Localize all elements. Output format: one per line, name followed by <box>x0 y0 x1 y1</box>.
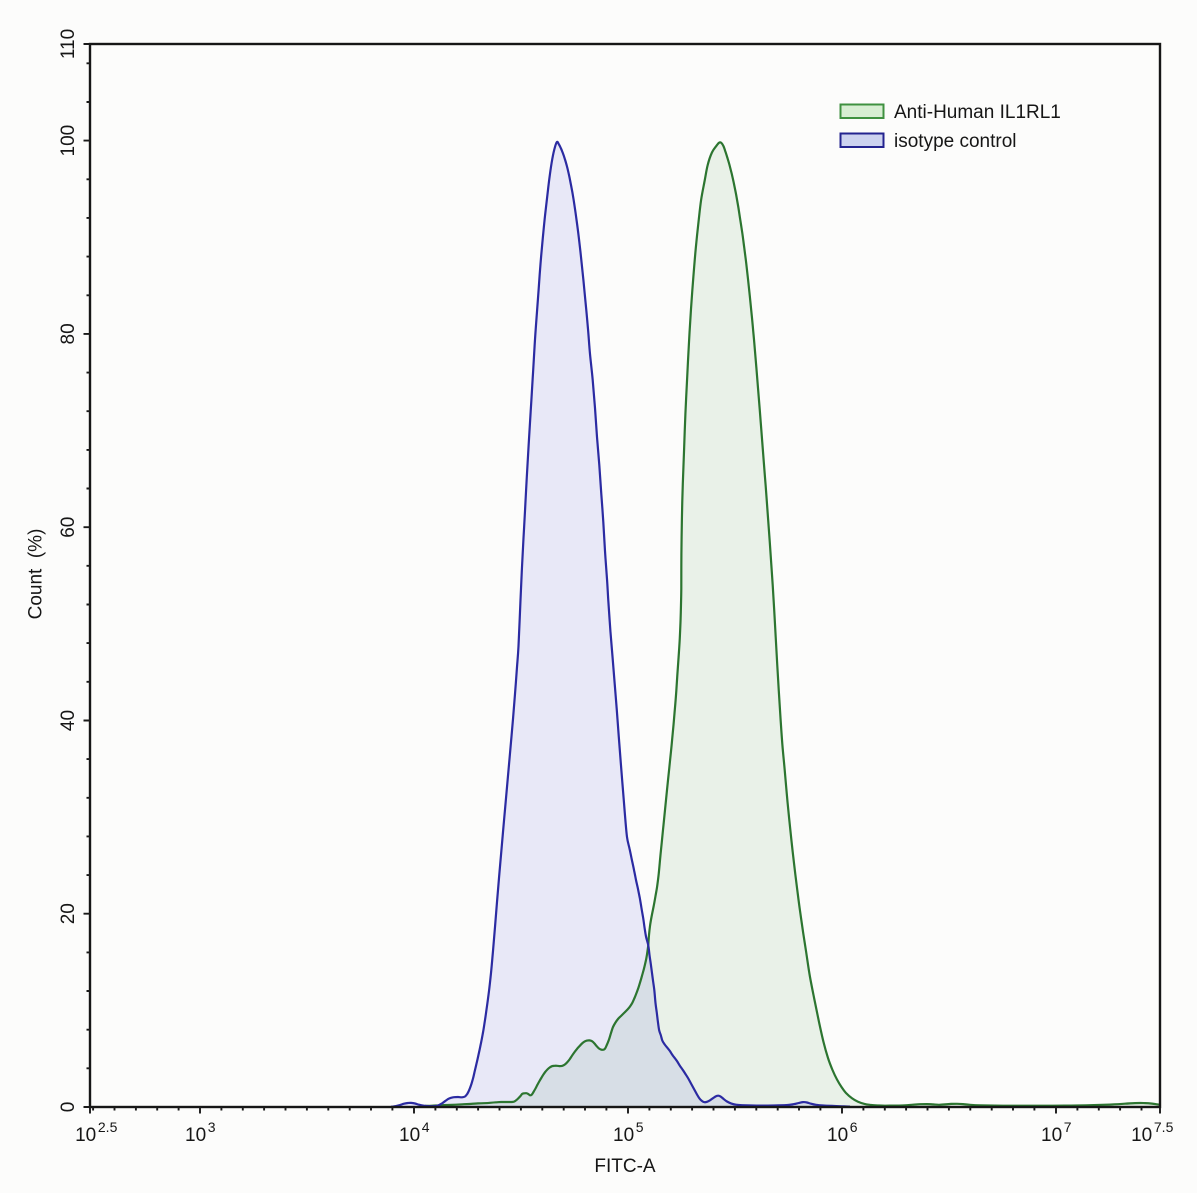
svg-text:10: 10 <box>1131 1125 1152 1146</box>
svg-text:7.5: 7.5 <box>1154 1119 1174 1135</box>
svg-text:10: 10 <box>399 1125 420 1146</box>
svg-text:20: 20 <box>58 903 79 924</box>
svg-text:60: 60 <box>58 517 79 538</box>
svg-text:FITC-A: FITC-A <box>594 1156 656 1177</box>
svg-text:isotype control: isotype control <box>894 131 1017 152</box>
svg-text:10: 10 <box>827 1125 848 1146</box>
svg-text:10: 10 <box>1041 1125 1062 1146</box>
svg-text:5: 5 <box>636 1119 644 1135</box>
svg-text:10: 10 <box>75 1125 96 1146</box>
svg-text:100: 100 <box>58 125 79 157</box>
svg-text:40: 40 <box>58 710 79 731</box>
svg-text:80: 80 <box>58 323 79 344</box>
svg-text:3: 3 <box>208 1119 216 1135</box>
svg-text:110: 110 <box>58 29 79 59</box>
svg-text:10: 10 <box>185 1125 206 1146</box>
svg-text:6: 6 <box>850 1119 858 1135</box>
svg-text:7: 7 <box>1064 1119 1072 1135</box>
svg-text:Count (%): Count (%) <box>26 529 47 620</box>
svg-text:4: 4 <box>422 1119 430 1135</box>
svg-text:0: 0 <box>58 1102 79 1113</box>
svg-text:Anti-Human IL1RL1: Anti-Human IL1RL1 <box>894 102 1061 123</box>
svg-text:2.5: 2.5 <box>98 1119 118 1135</box>
svg-text:10: 10 <box>613 1125 634 1146</box>
